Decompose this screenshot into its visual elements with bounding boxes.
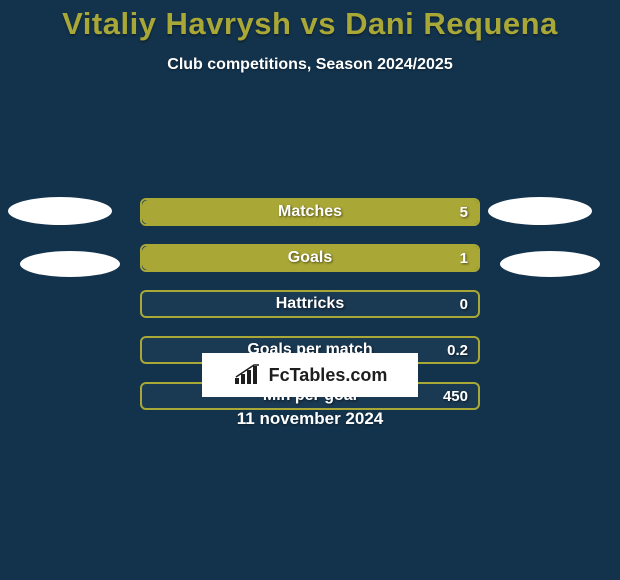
player-disc [488,197,592,225]
player-disc [20,251,120,277]
stat-value: 5 [460,200,468,224]
brand-badge: FcTables.com [202,353,418,397]
stat-row: Hattricks0 [140,290,480,318]
stat-label: Goals [142,246,478,270]
date-stamp: 11 november 2024 [0,409,620,429]
stat-bar-track: Goals1 [140,244,480,272]
bars-icon [233,364,261,386]
stat-label: Matches [142,200,478,224]
stat-value: 450 [443,384,468,408]
stat-row: Goals1 [140,244,480,272]
stat-value: 1 [460,246,468,270]
stat-bar-track: Matches5 [140,198,480,226]
stat-label: Hattricks [142,292,478,316]
subtitle: Club competitions, Season 2024/2025 [0,56,620,74]
stat-row: Matches5 [140,198,480,226]
brand-text: FcTables.com [269,365,388,386]
page-title: Vitaliy Havrysh vs Dani Requena [0,0,620,42]
stat-value: 0.2 [447,338,468,362]
stat-bar-track: Hattricks0 [140,290,480,318]
player-disc [8,197,112,225]
stat-value: 0 [460,292,468,316]
player-disc [500,251,600,277]
